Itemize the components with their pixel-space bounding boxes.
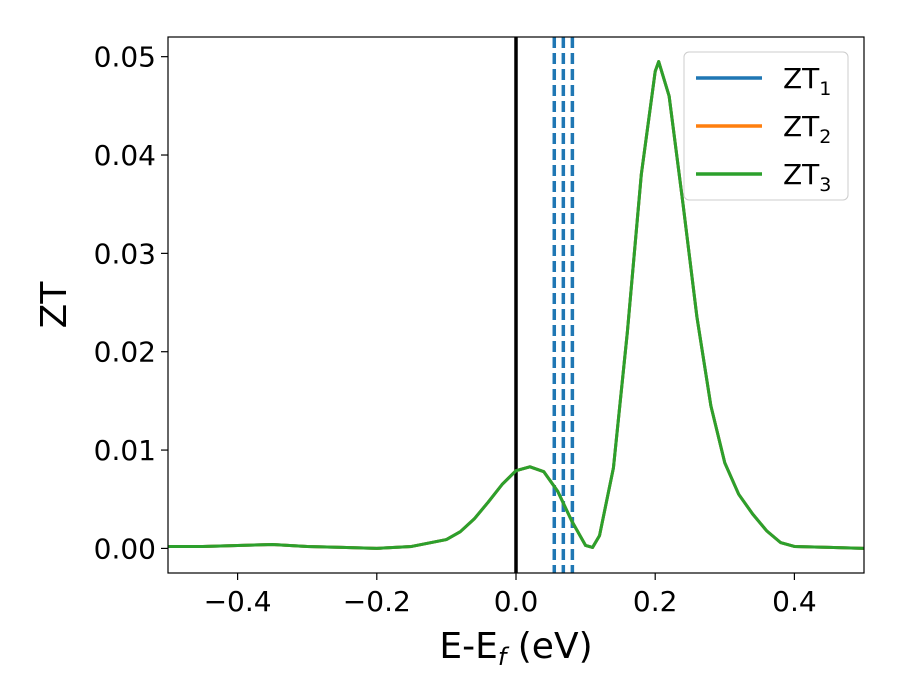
legend-label-zt2: ZT2 <box>783 110 831 148</box>
legend-box <box>683 51 849 201</box>
x-tick-label: 0.4 <box>772 585 817 618</box>
y-tick-label: 0.00 <box>94 532 156 565</box>
y-tick-label: 0.03 <box>94 237 156 270</box>
y-tick-label: 0.01 <box>94 434 156 467</box>
legend: ZT1 ZT2 ZT3 <box>683 51 849 201</box>
x-axis-title-main: E-E <box>439 626 497 667</box>
x-tick-label: 0.2 <box>633 585 678 618</box>
x-tick-label: −0.2 <box>343 585 411 618</box>
x-tick-label: 0.0 <box>494 585 539 618</box>
y-tick-label: 0.05 <box>94 41 156 74</box>
legend-label-zt1: ZT1 <box>783 62 831 100</box>
x-axis-title-suffix: (eV) <box>506 626 592 667</box>
x-axis-title: E-Ef (eV) <box>439 626 592 671</box>
x-tick-label: −0.4 <box>204 585 272 618</box>
series-lines <box>168 60 864 550</box>
series-line-zt3 <box>168 60 864 550</box>
y-axis-ticks: 0.00 0.01 0.02 0.03 0.04 0.05 <box>94 41 168 565</box>
y-tick-label: 0.04 <box>94 139 156 172</box>
reference-lines <box>514 37 575 573</box>
plot-area <box>167 36 865 574</box>
y-axis-title: ZT <box>34 281 75 329</box>
y-tick-label: 0.02 <box>94 336 156 369</box>
legend-label-zt3: ZT3 <box>783 158 831 196</box>
x-axis-ticks: −0.4 −0.2 0.0 0.2 0.4 <box>204 573 817 618</box>
